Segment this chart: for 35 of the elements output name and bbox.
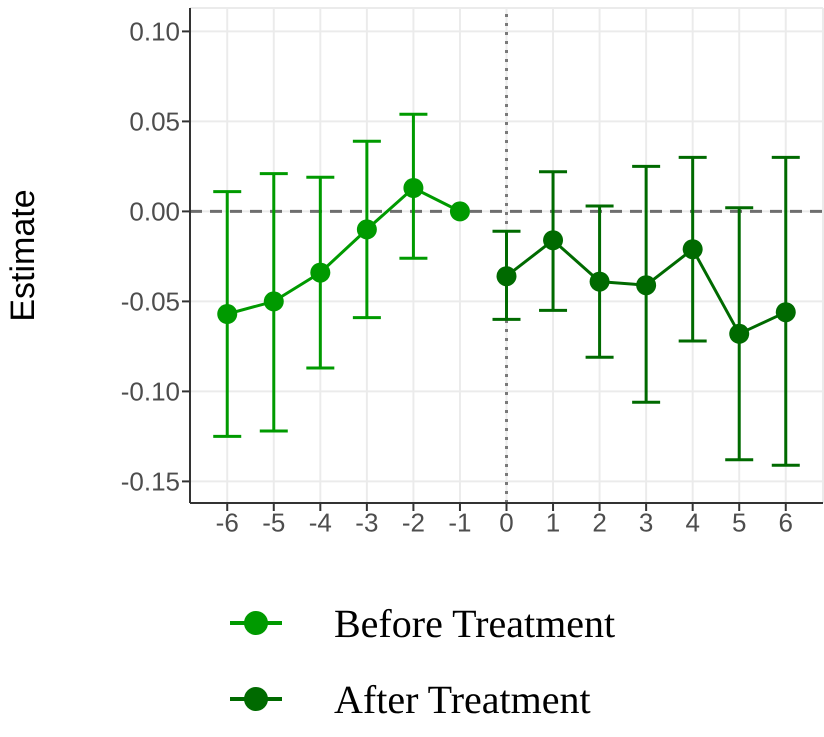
y-tick-label: 0.05 — [129, 106, 180, 137]
x-tick-label: -1 — [448, 507, 472, 538]
x-tick-label: -4 — [308, 507, 332, 538]
point — [264, 291, 284, 312]
point — [590, 272, 610, 292]
x-tick-label: 1 — [546, 507, 560, 538]
x-tick-label: -5 — [262, 507, 286, 538]
legend-label: Before Treatment — [334, 600, 616, 646]
x-tick-label: 5 — [732, 507, 746, 538]
x-tick-label: 6 — [778, 507, 793, 538]
point — [450, 201, 470, 222]
y-tick-label: 0.10 — [129, 16, 180, 47]
point — [403, 178, 424, 198]
point — [217, 304, 238, 324]
y-tick-label: -0.15 — [120, 466, 180, 497]
x-tick-label: 2 — [592, 507, 607, 538]
x-tick-label: 0 — [499, 507, 514, 538]
point — [356, 219, 377, 240]
point — [729, 324, 750, 344]
x-tick-label: -2 — [402, 507, 425, 538]
point — [310, 262, 330, 283]
legend-label: After Treatment — [334, 676, 591, 722]
point — [682, 239, 703, 260]
y-tick-label: -0.05 — [120, 286, 180, 317]
point — [496, 266, 516, 286]
x-tick-label: -3 — [355, 507, 378, 538]
y-tick-label: 0.00 — [129, 196, 180, 227]
point — [543, 230, 564, 250]
x-tick-label: 4 — [685, 507, 700, 538]
x-tick-label: -6 — [216, 507, 239, 538]
point — [776, 302, 796, 322]
x-tick-label: 3 — [638, 507, 654, 538]
point — [636, 275, 656, 296]
y-axis-title: Estimate — [4, 189, 42, 322]
y-tick-label: -0.10 — [120, 376, 180, 407]
